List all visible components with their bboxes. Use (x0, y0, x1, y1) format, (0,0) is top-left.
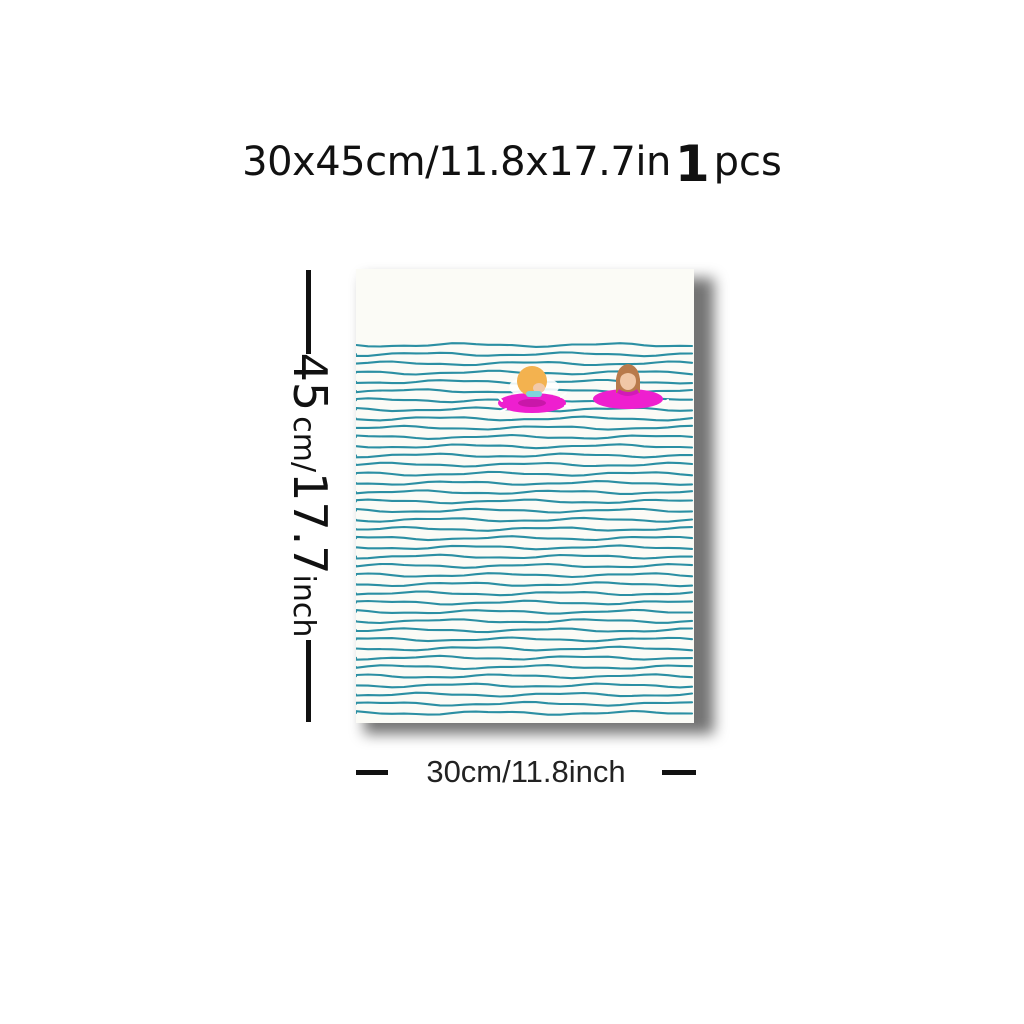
wave-line (356, 480, 694, 486)
wave-line (356, 553, 694, 560)
wave-line (356, 424, 694, 431)
right-swimmer (591, 364, 669, 409)
wave-line (356, 562, 694, 569)
wave-line (356, 415, 694, 422)
width-tick-left (356, 770, 388, 775)
wave-line (356, 599, 694, 606)
wave-line (356, 461, 694, 468)
height-tick-bottom (306, 640, 311, 722)
wave-line (356, 443, 694, 450)
height-tick-top (306, 270, 311, 354)
wave-line (356, 360, 694, 367)
wave-line (356, 342, 694, 348)
quantity-number: 1 (674, 135, 710, 193)
quantity-unit: pcs (713, 139, 782, 185)
wave-line (356, 498, 694, 505)
wave-line (356, 525, 694, 532)
wave-line (356, 618, 694, 625)
wave-line (356, 590, 694, 597)
width-dimension: 30cm/11.8inch (356, 752, 696, 792)
wave-line (356, 489, 694, 495)
wave-line (356, 673, 694, 680)
wave-line (356, 507, 694, 514)
wave-line (356, 709, 694, 716)
left-swimmer (497, 366, 571, 413)
wave-line (356, 654, 694, 661)
wave-line (356, 645, 694, 652)
wave-line (356, 700, 694, 707)
size-text: 30x45cm/11.8x17.7in (242, 139, 671, 185)
width-tick-right (662, 770, 696, 775)
height-cm-unit: cm/ (286, 416, 321, 473)
size-headline: 30x45cm/11.8x17.7in1 pcs (0, 135, 1024, 193)
wave-line (356, 544, 694, 551)
wave-line (356, 682, 694, 689)
wave-line (356, 664, 694, 671)
wave-line (356, 572, 694, 579)
wave-line (356, 636, 694, 643)
height-cm-value: 45 (283, 352, 337, 412)
wave-line (356, 470, 694, 477)
poster-print-image (356, 269, 694, 723)
height-inch-unit: inch (286, 574, 321, 638)
wave-line (356, 433, 694, 440)
width-dimension-label: 30cm/11.8inch (426, 754, 626, 789)
wave-line (356, 691, 694, 698)
water-waves (356, 342, 694, 716)
wave-line (356, 608, 694, 615)
wave-line (356, 535, 694, 542)
wave-line (356, 351, 694, 358)
wave-line (356, 452, 694, 459)
height-inch-value: 17.7 (283, 472, 337, 575)
wave-line (356, 581, 694, 588)
wave-line (356, 516, 694, 523)
wave-line (356, 627, 694, 634)
